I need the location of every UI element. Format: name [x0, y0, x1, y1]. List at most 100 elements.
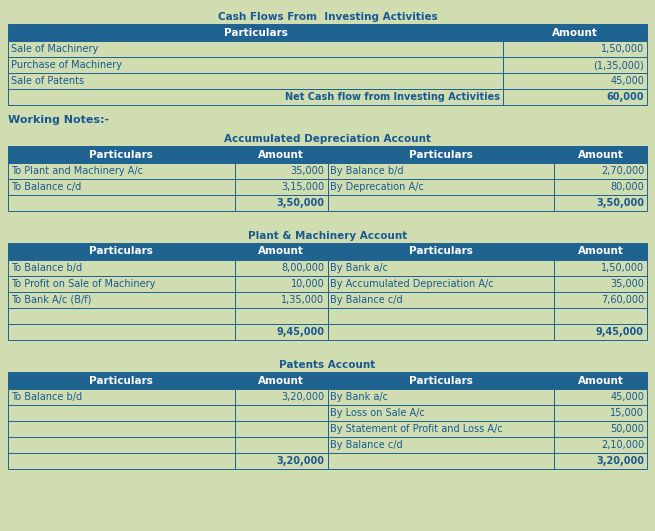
Bar	[554, 405, 647, 421]
Text: 3,50,000: 3,50,000	[276, 198, 324, 208]
Bar	[554, 146, 647, 163]
Bar	[328, 405, 554, 421]
Text: 35,000: 35,000	[291, 166, 324, 176]
Text: Amount: Amount	[578, 375, 624, 386]
Bar	[235, 308, 328, 324]
Bar	[8, 308, 235, 324]
Bar	[8, 453, 235, 469]
Text: Working Notes:-: Working Notes:-	[8, 115, 109, 125]
Bar	[554, 292, 647, 308]
Bar	[8, 421, 235, 437]
Bar	[554, 389, 647, 405]
Text: Amount: Amount	[578, 150, 624, 159]
Text: Amount: Amount	[258, 375, 304, 386]
Bar	[8, 57, 503, 73]
Bar	[554, 437, 647, 453]
Bar	[235, 453, 328, 469]
Text: Particulars: Particulars	[90, 246, 153, 256]
Bar	[235, 437, 328, 453]
Text: 3,20,000: 3,20,000	[596, 456, 644, 466]
Bar	[235, 405, 328, 421]
Bar	[8, 24, 503, 41]
Bar	[554, 308, 647, 324]
Text: 3,20,000: 3,20,000	[282, 392, 324, 402]
Text: Patents Account: Patents Account	[280, 360, 375, 370]
Bar	[235, 389, 328, 405]
Bar	[554, 260, 647, 276]
Text: 7,60,000: 7,60,000	[601, 295, 644, 305]
Bar	[503, 89, 647, 105]
Bar	[8, 89, 503, 105]
Text: Amount: Amount	[552, 28, 598, 38]
Bar	[328, 276, 554, 292]
Bar	[554, 163, 647, 179]
Text: (1,35,000): (1,35,000)	[593, 60, 644, 70]
Text: 80,000: 80,000	[610, 182, 644, 192]
Bar	[8, 324, 235, 340]
Bar	[554, 243, 647, 260]
Bar	[235, 146, 328, 163]
Bar	[503, 41, 647, 57]
Bar	[328, 163, 554, 179]
Text: Amount: Amount	[258, 246, 304, 256]
Bar	[8, 389, 235, 405]
Text: By Balance b/d: By Balance b/d	[331, 166, 404, 176]
Bar	[328, 324, 554, 340]
Bar	[235, 372, 328, 389]
Bar	[328, 389, 554, 405]
Text: 45,000: 45,000	[610, 76, 644, 86]
Bar	[554, 195, 647, 211]
Text: By Loss on Sale A/c: By Loss on Sale A/c	[331, 408, 425, 418]
Text: By Deprecation A/c: By Deprecation A/c	[331, 182, 424, 192]
Text: 10,000: 10,000	[291, 279, 324, 289]
Text: 1,50,000: 1,50,000	[601, 44, 644, 54]
Text: 2,70,000: 2,70,000	[601, 166, 644, 176]
Text: By Bank a/c: By Bank a/c	[331, 392, 388, 402]
Text: 9,45,000: 9,45,000	[596, 327, 644, 337]
Text: To Profit on Sale of Machinery: To Profit on Sale of Machinery	[11, 279, 155, 289]
Text: To Balance c/d: To Balance c/d	[11, 182, 81, 192]
Text: 3,20,000: 3,20,000	[276, 456, 324, 466]
Bar	[8, 73, 503, 89]
Bar	[235, 163, 328, 179]
Bar	[328, 292, 554, 308]
Bar	[8, 146, 235, 163]
Bar	[235, 179, 328, 195]
Bar	[8, 260, 235, 276]
Bar	[235, 276, 328, 292]
Text: By Balance c/d: By Balance c/d	[331, 440, 403, 450]
Bar	[328, 453, 554, 469]
Bar	[8, 437, 235, 453]
Bar	[503, 73, 647, 89]
Bar	[8, 276, 235, 292]
Text: 15,000: 15,000	[610, 408, 644, 418]
Bar	[8, 405, 235, 421]
Bar	[554, 324, 647, 340]
Text: Particulars: Particulars	[90, 375, 153, 386]
Text: 1,35,000: 1,35,000	[282, 295, 324, 305]
Text: 50,000: 50,000	[610, 424, 644, 434]
Bar	[328, 421, 554, 437]
Bar	[554, 453, 647, 469]
Text: 1,50,000: 1,50,000	[601, 263, 644, 273]
Text: By Accumulated Depreciation A/c: By Accumulated Depreciation A/c	[331, 279, 494, 289]
Text: 35,000: 35,000	[610, 279, 644, 289]
Text: Purchase of Machinery: Purchase of Machinery	[11, 60, 122, 70]
Text: Particulars: Particulars	[90, 150, 153, 159]
Bar	[554, 179, 647, 195]
Text: 9,45,000: 9,45,000	[276, 327, 324, 337]
Text: By Statement of Profit and Loss A/c: By Statement of Profit and Loss A/c	[331, 424, 503, 434]
Bar	[328, 372, 554, 389]
Text: By Balance c/d: By Balance c/d	[331, 295, 403, 305]
Text: To Balance b/d: To Balance b/d	[11, 392, 82, 402]
Bar	[328, 179, 554, 195]
Bar	[235, 260, 328, 276]
Bar	[554, 276, 647, 292]
Bar	[8, 179, 235, 195]
Bar	[328, 260, 554, 276]
Bar	[503, 57, 647, 73]
Text: Sale of Patents: Sale of Patents	[11, 76, 84, 86]
Text: 2,10,000: 2,10,000	[601, 440, 644, 450]
Bar	[8, 243, 235, 260]
Bar	[328, 146, 554, 163]
